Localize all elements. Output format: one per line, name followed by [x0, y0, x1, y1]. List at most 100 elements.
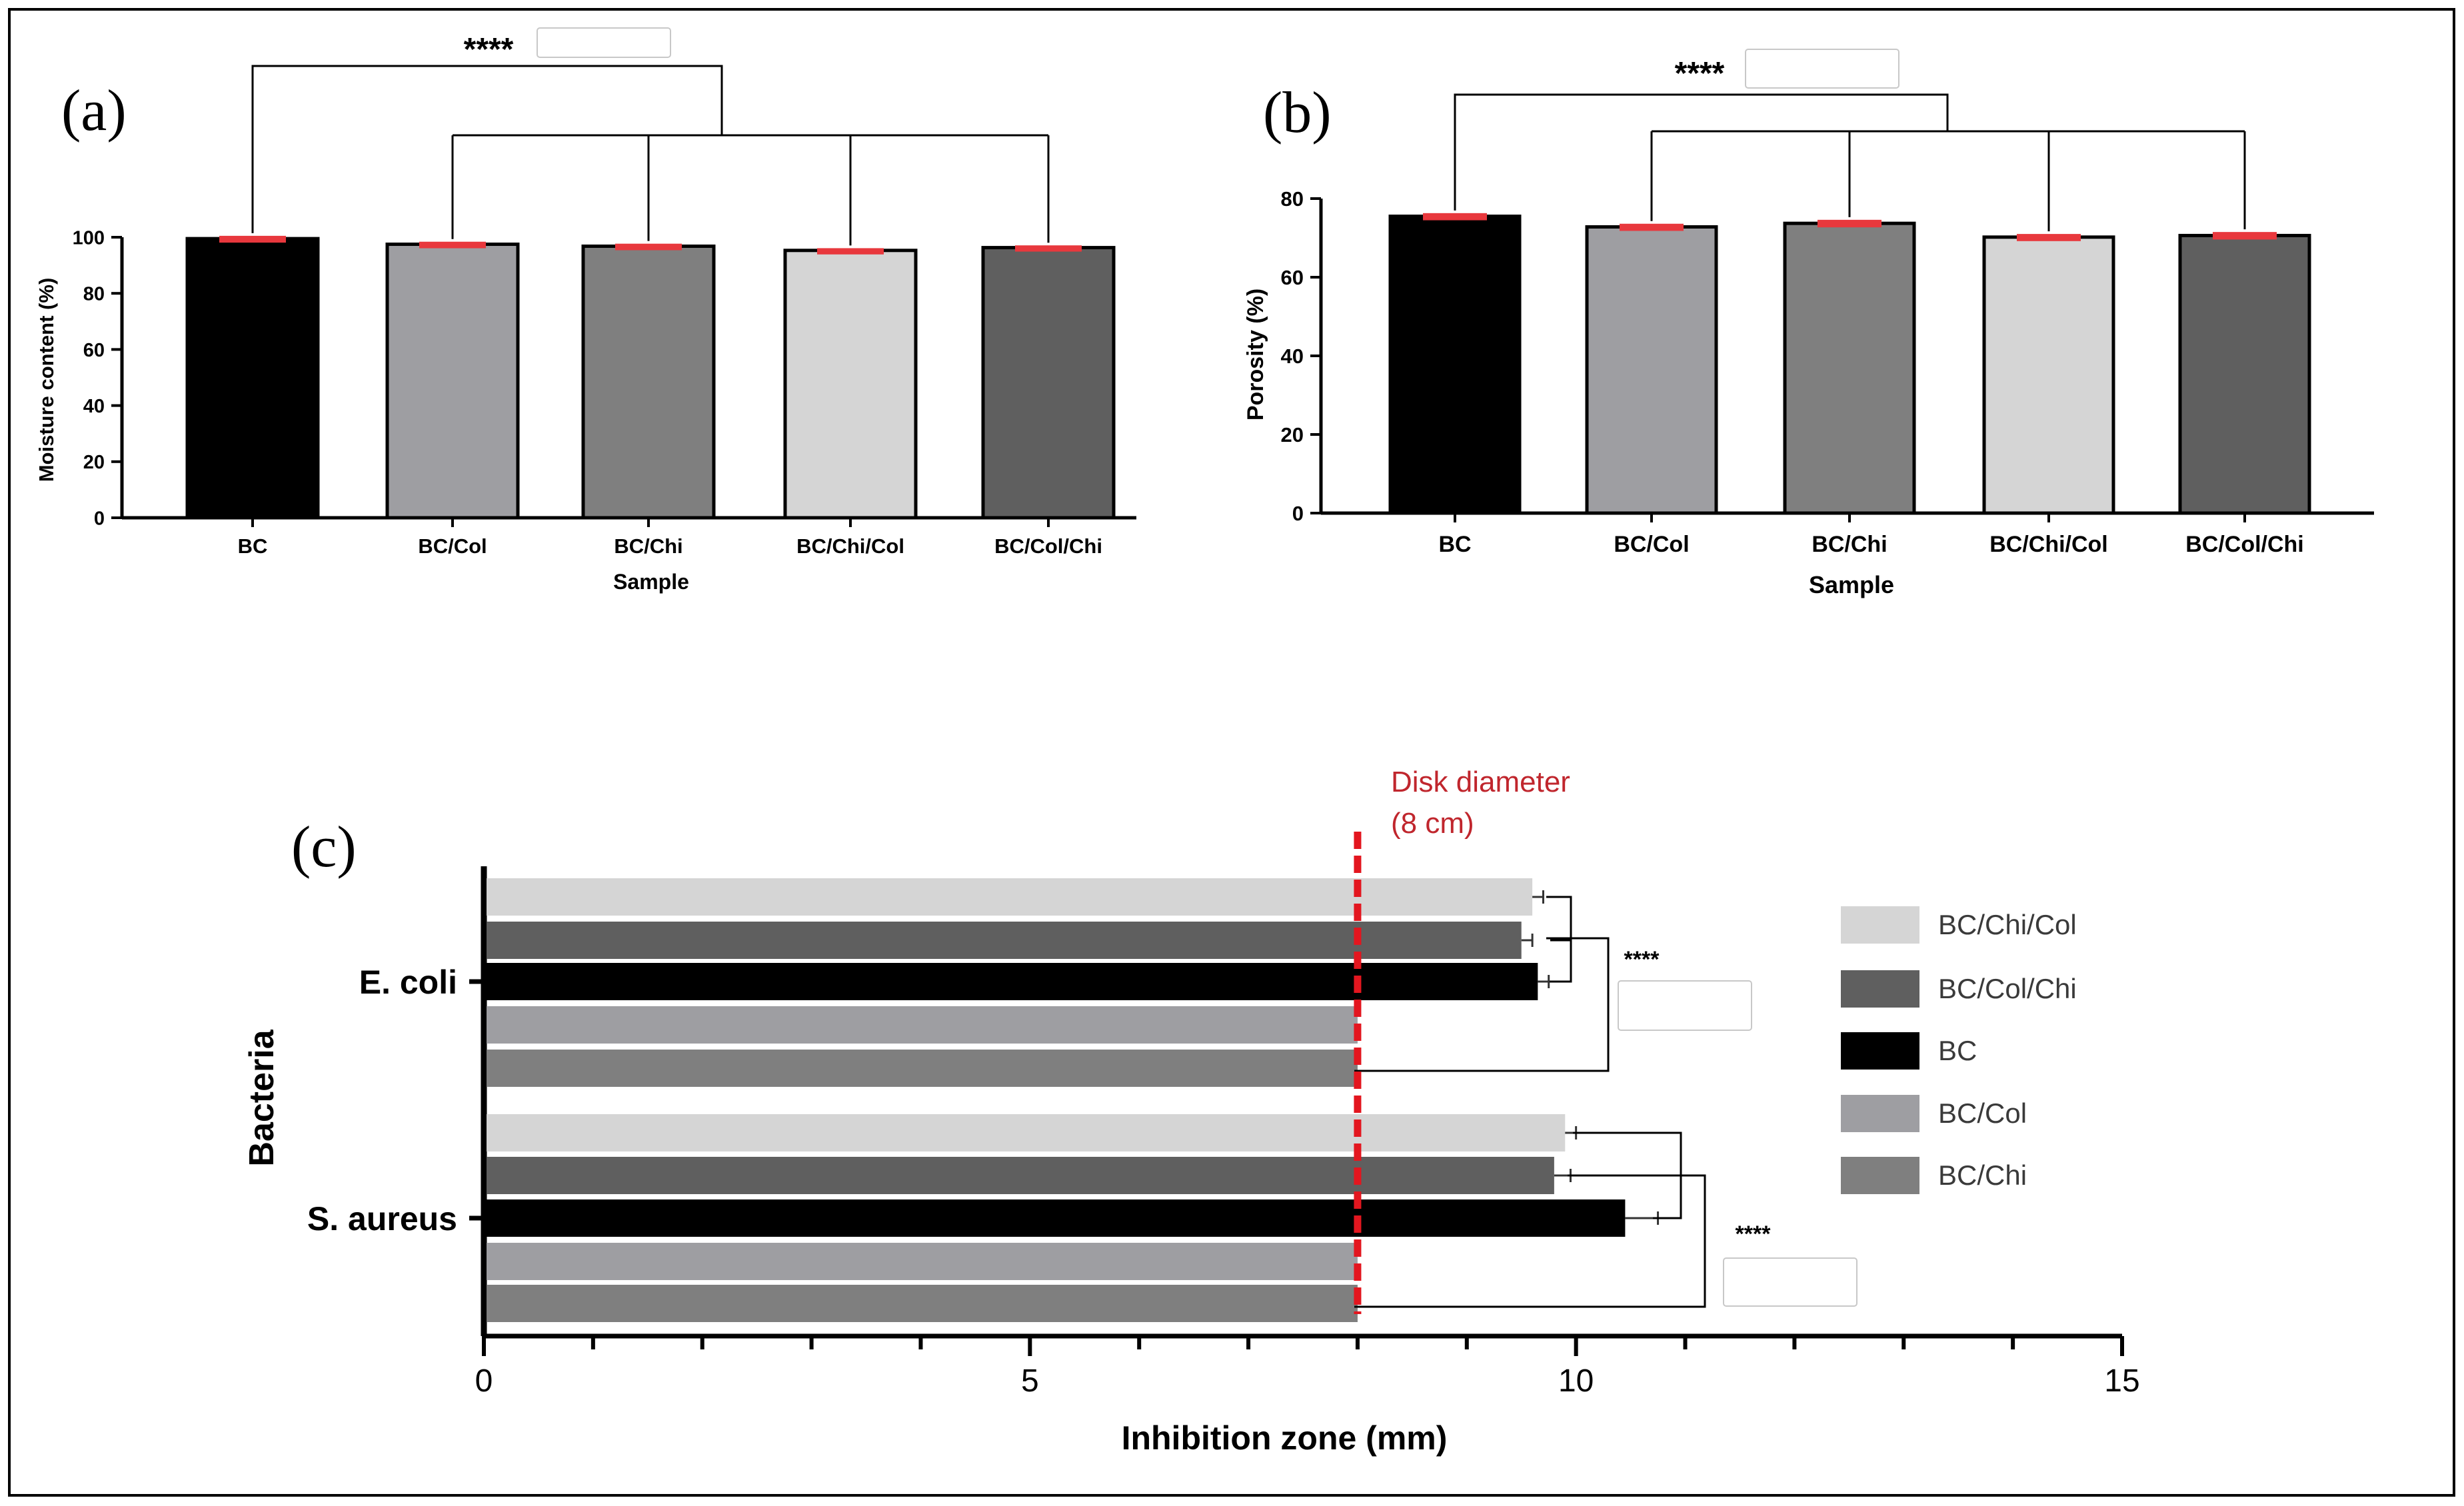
panel-b-error-bar-bc-col-chi [2213, 232, 2277, 240]
panel-a-xlabel: Sample [613, 570, 689, 594]
panel-b-significance-bracket [1454, 93, 1949, 211]
panel-b-xlabel: Sample [1809, 571, 1894, 598]
panel-b-category-label-bc-col-chi: BC/Col/Chi [2185, 532, 2304, 557]
panel-b-y-tick-label-0: 0 [1292, 502, 1304, 525]
panel-a-bar-bc-col-chi [981, 246, 1116, 520]
panel-c-x-tick-label-0: 0 [475, 1363, 493, 1399]
legend-label-bc-chi: BC/Chi [1938, 1159, 2027, 1191]
panel-a-bar-bc-chi-col [783, 249, 918, 520]
panel-b-y-tick-label-60: 60 [1281, 266, 1304, 289]
panel-b-error-bar-bc-chi-col [2017, 234, 2081, 241]
panel-c-ylabel: Bacteria [243, 1029, 281, 1166]
panel-a-bar-bc-col [385, 243, 520, 520]
panel-c-significance-box-saureus [1723, 1257, 1857, 1307]
panel-a-error-bar-bc [219, 235, 286, 243]
panel-a-label: (a) [61, 79, 127, 143]
figure-border [8, 8, 2455, 1497]
panel-c-bar-s-aureus-bc-chi [487, 1285, 1358, 1322]
panel-b-bar-bc-chi [1783, 221, 1916, 515]
legend-label-bc-col: BC/Col [1938, 1098, 2027, 1129]
panel-c-bracket-saureus-outer [1354, 1174, 1706, 1308]
panel-b-category-label-bc: BC [1438, 532, 1471, 557]
panel-c-x-tick-label-15: 15 [2104, 1363, 2139, 1399]
panel-a-category-label-bc-chi-col: BC/Chi/Col [796, 534, 904, 558]
panel-a-axes: 0 20 40 60 80 100 BC BC/Col BC/Chi BC/Chi/Col BC/C… [73, 65, 1136, 558]
panel-b-error-bar-bc-chi [1818, 219, 1881, 228]
panel-c-bracket-ecoli-outer [1354, 937, 1610, 1072]
panel-a-error-bar-bc-col [419, 241, 486, 249]
panel-c-bar-e-coli-bc-chi-col [487, 878, 1533, 916]
panel-a-category-label-bc-col: BC/Col [418, 534, 487, 558]
panel-a-error-bar-bc-chi-col [817, 248, 884, 255]
panel-a: (a) 0 20 40 60 80 100 BC BC/Col BC/Chi BC/Chi/Col… [35, 27, 1136, 594]
panel-a-significance: **** [464, 32, 514, 67]
panel-a-significance-box [537, 27, 671, 58]
disk-diameter-label-line1: Disk diameter [1391, 766, 1570, 798]
panel-c-axes: 0 5 10 15 E. coli S. aureus [307, 832, 2140, 1399]
panel-c-bar-e-coli-bc-chi [487, 1050, 1358, 1087]
panel-a-category-label-bc-chi: BC/Chi [614, 534, 682, 558]
panel-b-bar-bc-col [1585, 225, 1718, 515]
panel-c-category-label-s-aureus: S. aureus [307, 1200, 457, 1237]
panel-b-category-label-bc-col: BC/Col [1614, 532, 1689, 557]
panel-b: (b) 0 20 40 60 80 BC BC/Col BC/Chi BC/Chi/Col BC/… [1243, 49, 2374, 598]
panel-c-bar-s-aureus-bc [487, 1199, 1626, 1237]
panel-c-significance-box-ecoli [1618, 980, 1752, 1031]
panel-a-bar-bc [185, 237, 320, 520]
panel-c-bracket-ecoli-mid [1550, 918, 1572, 983]
panel-a-category-label-bc-col-chi: BC/Col/Chi [994, 534, 1102, 558]
panel-b-error-bar-bc-col [1620, 223, 1684, 231]
legend-label-bc-chi-col: BC/Chi/Col [1938, 909, 2077, 940]
panel-b-bar-bc-chi-col [1982, 235, 2115, 515]
legend-swatch-bc [1841, 1032, 1919, 1070]
legend-label-bc-col-chi: BC/Col/Chi [1938, 973, 2077, 1004]
panel-b-bar-bc [1388, 215, 1522, 515]
panel-c-label: (c) [291, 815, 357, 880]
panel-b-axes: 0 20 40 60 80 BC BC/Col BC/Chi BC/Chi/Col BC/Col/… [1281, 93, 2374, 557]
panel-a-ylabel: Moisture content (%) [35, 278, 58, 482]
panel-b-error-bar-bc [1423, 213, 1487, 221]
panel-a-significance-bracket [251, 65, 723, 233]
panel-b-category-label-bc-chi: BC/Chi [1812, 532, 1887, 557]
panel-b-bar-bc-col-chi [2178, 233, 2311, 515]
panel-c-bar-s-aureus-bc-col-chi [487, 1157, 1554, 1194]
panel-b-ylabel: Porosity (%) [1243, 289, 1268, 420]
panel-b-y-tick-label-80: 80 [1281, 187, 1304, 211]
panel-a-y-tick-label-60: 60 [83, 340, 105, 361]
legend-swatch-bc-col-chi [1841, 970, 1919, 1008]
panel-a-y-tick-label-20: 20 [83, 452, 105, 473]
panel-a-bar-bc-chi [581, 244, 716, 520]
panel-b-y-tick-label-40: 40 [1281, 345, 1304, 368]
panel-b-label: (b) [1263, 81, 1332, 145]
panel-a-y-tick-label-100: 100 [73, 227, 105, 249]
panel-c-x-tick-label-5: 5 [1021, 1363, 1039, 1399]
panel-a-error-bar-bc-chi [615, 243, 682, 251]
legend-label-bc: BC [1938, 1035, 1977, 1066]
panel-a-y-tick-label-0: 0 [94, 508, 105, 529]
panel-c-bar-e-coli-bc-col-chi [487, 922, 1522, 959]
panel-c: (c) 0 5 10 15 E. coli S. aureus Bacteria Inhi… [243, 766, 2140, 1457]
panel-b-category-label-bc-chi-col: BC/Chi/Col [1989, 532, 2108, 557]
panel-c-bar-s-aureus-bc-chi-col [487, 1114, 1566, 1151]
panel-c-significance-saureus: **** [1736, 1221, 1772, 1247]
panel-c-x-tick-label-10: 10 [1558, 1363, 1594, 1399]
panel-c-significance-ecoli: **** [1624, 947, 1660, 972]
panel-c-category-label-e-coli: E. coli [359, 964, 457, 1001]
panel-c-bar-e-coli-bc-col [487, 1006, 1358, 1044]
panel-a-y-tick-label-40: 40 [83, 396, 105, 417]
legend-swatch-bc-chi-col [1841, 906, 1919, 944]
panel-c-bar-s-aureus-bc-col [487, 1243, 1358, 1280]
panel-b-significance: **** [1675, 56, 1725, 91]
panel-a-y-tick-label-80: 80 [83, 284, 105, 305]
panel-c-bar-e-coli-bc [487, 963, 1538, 1000]
legend-swatch-bc-col [1841, 1095, 1919, 1132]
legend-swatch-bc-chi [1841, 1157, 1919, 1194]
panel-c-xlabel: Inhibition zone (mm) [1122, 1419, 1448, 1457]
panel-a-error-bar-bc-col-chi [1015, 245, 1082, 252]
panel-c-legend: BC/Chi/Col BC/Col/Chi BC BC/Col BC/Chi [1841, 906, 2077, 1194]
disk-diameter-label-line2: (8 cm) [1391, 807, 1474, 840]
panel-b-significance-box [1745, 49, 1899, 89]
panel-b-y-tick-label-20: 20 [1281, 423, 1304, 446]
panel-a-category-label-bc: BC [238, 534, 268, 558]
